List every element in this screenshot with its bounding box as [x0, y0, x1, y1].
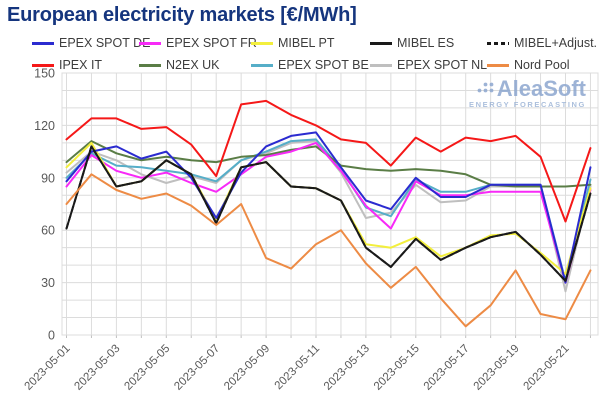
legend-label: Nord Pool: [514, 58, 570, 72]
x-tick-label: 2023-05-17: [422, 343, 472, 393]
series-line-mibel-es: [65, 145, 592, 282]
y-tick-label: 90: [41, 171, 55, 185]
legend-label: EPEX SPOT FR: [166, 36, 257, 50]
legend-label: EPEX SPOT DE: [59, 36, 151, 50]
series-line-n2ex-uk: [65, 140, 592, 188]
watermark-subtitle: ENERGY FORECASTING: [468, 100, 586, 109]
x-tick-label: 2023-05-09: [222, 343, 272, 393]
series-line-ipex-it: [65, 99, 592, 223]
legend-item-ipex-it: IPEX IT: [32, 58, 102, 72]
x-tick-label: 2023-05-11: [273, 343, 322, 392]
series-line-epex-spot-nl: [65, 140, 592, 293]
x-tick-label: 2023-05-05: [122, 343, 172, 393]
x-tick-label: 2023-05-03: [72, 343, 122, 393]
legend-label: MIBEL PT: [278, 36, 335, 50]
legend-swatch-epex-spot-fr: [139, 41, 161, 45]
y-tick-label: 150: [34, 67, 55, 81]
series-line-mibel-pt: [65, 141, 592, 275]
x-tick-label: 2023-05-15: [372, 343, 422, 393]
legend-label: EPEX SPOT NL: [397, 58, 488, 72]
x-tick-label: 2023-05-01: [23, 343, 73, 393]
y-tick-label: 60: [41, 224, 55, 238]
legend-item-n2ex-uk: N2EX UK: [139, 58, 220, 72]
series-line-mibel-adjust: [65, 145, 592, 282]
legend-label: EPEX SPOT BE: [278, 58, 369, 72]
y-tick-label: 30: [41, 276, 55, 290]
legend-item-mibel-adjust: MIBEL+Adjust.: [487, 36, 597, 50]
gridlines: [61, 72, 599, 338]
legend-swatch-n2ex-uk: [139, 63, 161, 67]
x-tick-label: 2023-05-13: [322, 343, 372, 393]
series-line-nord-pool: [65, 173, 592, 328]
legend-swatch-epex-spot-be: [251, 63, 273, 67]
legend-item-mibel-pt: MIBEL PT: [251, 36, 335, 50]
series-line-epex-spot-de: [65, 131, 592, 284]
x-tick-label: 2023-05-19: [472, 343, 522, 393]
legend-swatch-mibel-es: [370, 41, 392, 45]
legend-item-mibel-es: MIBEL ES: [370, 36, 454, 50]
legend-label: IPEX IT: [59, 58, 103, 72]
legend-swatch-epex-spot-nl: [370, 63, 392, 67]
watermark-name: AleaSoft: [496, 76, 586, 101]
series-line-epex-spot-fr: [65, 141, 592, 284]
series-lines: [65, 99, 592, 328]
legend-swatch-mibel-pt: [251, 41, 273, 45]
legend-swatch-epex-spot-de: [32, 41, 54, 45]
x-tick-label: 2023-05-21: [522, 343, 572, 393]
legend-item-epex-spot-nl: EPEX SPOT NL: [370, 58, 487, 72]
aleasoft-logo-icon: [477, 78, 494, 98]
legend-swatch-nord-pool: [487, 63, 509, 67]
y-tick-label: 0: [48, 329, 55, 343]
legend-item-epex-spot-fr: EPEX SPOT FR: [139, 36, 257, 50]
y-tick-label: 120: [34, 119, 55, 133]
legend-label: MIBEL ES: [397, 36, 455, 50]
legend-item-epex-spot-be: EPEX SPOT BE: [251, 58, 369, 72]
legend-item-epex-spot-de: EPEX SPOT DE: [32, 36, 150, 50]
legend-label: N2EX UK: [166, 58, 220, 72]
aleasoft-watermark: AleaSoft ENERGY FORECASTING: [424, 76, 586, 110]
legend-item-nord-pool: Nord Pool: [487, 58, 570, 72]
page-title: European electricity markets [€/MWh]: [7, 4, 357, 26]
x-tick-label: 2023-05-07: [172, 343, 222, 393]
legend-swatch-mibel-adjust: [487, 41, 509, 45]
legend-label: MIBEL+Adjust.: [514, 36, 598, 50]
legend-swatch-ipex-it: [32, 63, 54, 67]
